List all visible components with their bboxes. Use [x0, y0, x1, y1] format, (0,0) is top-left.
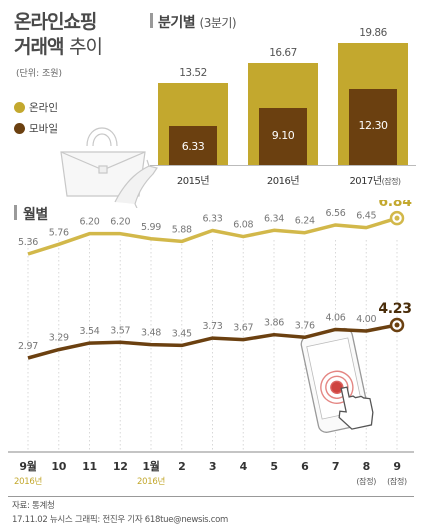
page-title: 온라인쇼핑: [14, 10, 97, 34]
quarterly-year-2015: 2015년: [158, 172, 228, 187]
footer-source: 자료: 통계청: [12, 501, 55, 511]
quarterly-online-value-2017: 19.86: [359, 27, 387, 39]
label-mobile-10: 4.06: [326, 312, 346, 323]
quarterly-title: 분기별: [158, 15, 196, 31]
legend-mobile-label: 모바일: [29, 123, 58, 135]
quarterly-bar-2016-mobile: [259, 108, 307, 165]
label-online-3: 6.20: [110, 217, 130, 228]
label-mobile-6: 3.73: [203, 321, 223, 332]
label-online-9: 6.24: [295, 216, 315, 227]
touch-ripple-1: [325, 375, 349, 399]
x-tick-label-3: 12: [113, 460, 128, 473]
label-mobile-1: 3.29: [49, 333, 69, 344]
x-tick-label-7: 4: [240, 460, 248, 473]
quarterly-mobile-value-2015: 6.33: [181, 140, 205, 153]
label-mobile-9: 3.76: [295, 320, 315, 331]
x-tick-label-9: 6: [301, 460, 309, 473]
label-online-7: 6.08: [233, 220, 253, 231]
legend-online: 온라인: [14, 100, 58, 115]
legend-online-swatch: [14, 102, 25, 113]
title-light: 추이: [69, 36, 103, 58]
quarterly-year-2016: 2016년: [248, 172, 318, 187]
handbag-heel-illustration: [60, 127, 158, 208]
label-online-12: 6.84: [378, 200, 412, 210]
x-tick-label-6: 3: [209, 460, 216, 473]
quarterly-year-2017: 2017년(잠정): [330, 172, 420, 187]
x-tick-label-1: 10: [51, 460, 66, 473]
label-mobile-7: 3.67: [233, 323, 253, 334]
x-tick-label-4: 1월: [142, 459, 159, 473]
quarterly-section-title: 분기별 (3분기): [158, 12, 237, 32]
handbag-handle: [86, 127, 118, 147]
x-tick-label-10: 7: [332, 460, 339, 473]
monthly-section-title: 월별: [23, 207, 48, 223]
quarterly-online-value-2016: 16.67: [269, 47, 297, 59]
quarterly-year-2017-label: 2017년: [349, 176, 382, 187]
x-tick-label-5: 2: [178, 460, 185, 473]
handbag-body: [60, 151, 146, 197]
x-tick-note-11: (잠정): [356, 476, 376, 486]
x-tick-note-12: (잠정): [387, 476, 407, 486]
legend-mobile-swatch: [14, 123, 25, 134]
label-mobile-2: 3.54: [80, 326, 100, 337]
x-tick-label-2: 11: [82, 460, 97, 473]
pointer-hand-icon: [338, 386, 374, 430]
point-mobile-center-12: [394, 322, 400, 328]
label-online-6: 6.33: [203, 214, 223, 225]
label-online-11: 6.45: [356, 211, 376, 222]
page-title-line-2: 거래액 추이: [14, 35, 103, 59]
quarterly-year-2017-note: (잠정): [381, 177, 401, 186]
quarterly-bar-2017-mobile: [349, 89, 397, 165]
title-line-1: 온라인쇼핑: [14, 11, 97, 33]
label-mobile-12: 4.23: [378, 301, 411, 317]
label-online-10: 6.56: [326, 208, 346, 219]
footer-credit: 17.11.02 뉴시스 그래픽: 전진우 기자 618tue@newsis.c…: [12, 515, 228, 525]
quarterly-year-2015-label: 2015년: [176, 176, 210, 187]
series-line-online: [27, 216, 398, 256]
label-online-2: 6.20: [80, 217, 100, 228]
quarterly-mobile-value-2017: 12.30: [358, 119, 389, 132]
title-bold: 거래액: [14, 36, 64, 58]
x-tick-label-12: 9: [393, 460, 400, 473]
x-tick-label-0: 9월: [19, 459, 36, 473]
legend-mobile: 모바일: [14, 121, 58, 136]
label-mobile-4: 3.48: [141, 328, 161, 339]
label-mobile-3: 3.57: [110, 325, 130, 336]
label-online-8: 6.34: [264, 213, 284, 224]
smartphone-touch-illustration: [300, 327, 374, 433]
footer-divider: [8, 496, 414, 497]
monthly-line-chart: 5.36 5.76 6.20 6.20 5.99 5.88 6.33 6.08 6.34 6.24…: [8, 200, 414, 487]
quarterly-online-value-2015: 13.52: [179, 67, 207, 79]
quarterly-year-2016-label: 2016년: [266, 176, 300, 187]
quarterly-subtitle: (3분기): [199, 16, 237, 30]
quarterly-bar-2015-mobile: [169, 126, 217, 165]
touch-ripple-2: [330, 380, 344, 394]
label-online-1: 5.76: [49, 227, 69, 238]
label-online-0: 5.36: [18, 237, 38, 248]
x-tick-year-note-0: 2016년: [14, 476, 42, 487]
label-mobile-8: 3.86: [264, 318, 284, 329]
quarterly-mobile-value-2016: 9.10: [271, 129, 295, 142]
label-mobile-11: 4.00: [356, 314, 376, 325]
x-tick-label-8: 5: [270, 460, 277, 473]
quarterly-baseline: [150, 165, 416, 166]
x-tick-year-note-4: 2016년: [137, 476, 165, 487]
label-mobile-0: 2.97: [18, 341, 38, 352]
monthly-section-marker: [14, 205, 17, 220]
touch-ripple-0: [320, 370, 354, 404]
legend-online-label: 온라인: [29, 102, 58, 114]
quarterly-section-marker: [150, 13, 153, 28]
label-mobile-5: 3.45: [172, 328, 192, 339]
heel-shoe: [114, 165, 158, 205]
unit-label: (단위: 조원): [16, 69, 63, 79]
x-tick-label-11: 8: [363, 460, 370, 473]
series-line-mobile: [27, 323, 398, 360]
label-online-4: 5.99: [141, 222, 161, 233]
label-online-5: 5.88: [172, 224, 192, 235]
point-online-center-12: [394, 215, 400, 221]
